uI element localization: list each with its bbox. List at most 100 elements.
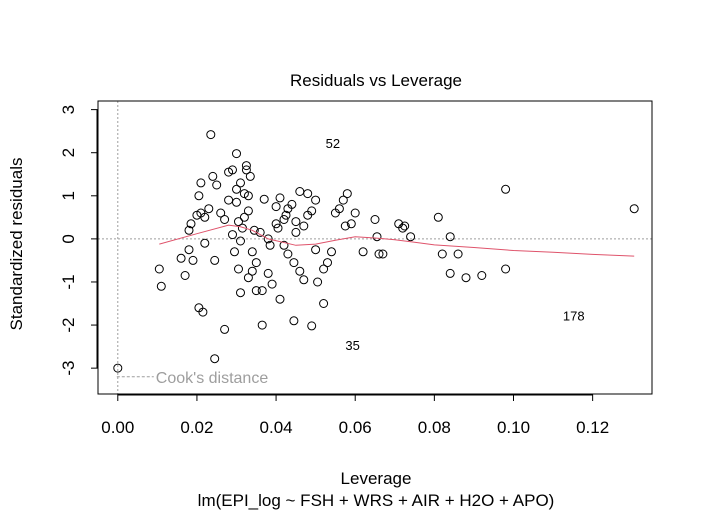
data-point [196,178,206,188]
data-point [265,240,275,250]
data-point [358,247,368,257]
data-point [228,230,237,240]
smoother-line [159,224,635,257]
y-tick-label: 0 [59,234,78,243]
data-point [346,219,356,229]
data-point [340,221,350,231]
data-point [212,180,222,190]
data-point [184,225,194,235]
data-point [283,249,293,259]
data-point [287,199,297,209]
data-point [198,307,208,317]
y-tick-label: 1 [59,191,78,200]
data-point [249,225,259,235]
data-point [295,266,305,276]
data-point [204,204,214,214]
data-point [311,195,321,205]
x-tick-label: 0.00 [101,418,134,437]
data-point [236,288,245,298]
x-tick-label: 0.04 [260,418,293,437]
data-point [303,189,313,199]
data-point [230,247,239,257]
data-point [291,217,301,227]
data-point [232,184,241,194]
data-point [176,253,186,263]
data-point [477,271,487,280]
data-point [263,234,273,244]
data-point [241,161,251,171]
y-tick-label: 3 [59,105,78,114]
x-axis: 0.00 0.02 0.04 0.06 0.08 0.10 0.12 [101,394,609,437]
data-point [236,236,245,246]
data-point [251,286,261,296]
data-point [251,258,261,268]
data-point [184,245,194,255]
x-axis-label: Leverage [341,469,412,488]
data-point [234,217,243,227]
x-tick-label: 0.10 [497,418,530,437]
data-point [406,232,416,242]
data-point [338,195,348,205]
data-point [295,187,305,196]
data-point [299,221,309,231]
cooks-distance-legend-label: Cook's distance [156,370,269,387]
data-point [372,232,382,242]
data-point [186,219,196,229]
data-point [374,249,384,259]
data-point [398,223,408,233]
data-point [445,268,455,278]
data-point [501,264,511,274]
data-point [216,208,226,218]
data-point [400,221,410,231]
data-point [307,206,317,216]
y-tick-label: -2 [59,318,78,333]
data-point [220,324,230,334]
data-point [156,281,166,291]
x-tick-label: 0.06 [339,418,372,437]
data-point [370,215,380,224]
data-point [445,232,455,242]
data-point [327,247,336,257]
data-point [257,320,267,330]
data-point [247,266,257,276]
data-point [319,264,329,274]
data-point [113,363,123,373]
x-tick-label: 0.02 [180,418,213,437]
data-point [378,249,388,259]
x-tick-label: 0.12 [576,418,609,437]
data-point [188,255,198,265]
data-point [350,208,360,218]
data-point [239,212,249,222]
data-point [228,165,237,175]
data-point [313,277,323,287]
data-point [200,212,210,222]
data-point [289,258,299,268]
data-point [299,275,309,285]
data-point [271,219,281,229]
data-point [200,238,210,248]
data-point [267,279,277,289]
data-point [275,193,285,203]
data-point [334,204,344,214]
data-point [311,245,321,255]
data-point [275,294,285,304]
data-point [208,171,218,181]
data-point [263,268,273,278]
data-point [224,195,234,205]
data-point [437,249,447,259]
y-axis-label: Standardized residuals [7,158,26,331]
data-point [271,202,281,212]
data-point [232,149,241,159]
data-point [232,197,241,207]
data-point [291,227,301,237]
data-point [154,264,164,274]
data-point [243,206,253,216]
data-point [323,258,332,268]
point-label: 52 [326,136,340,151]
data-point [247,247,257,257]
data-point [243,273,253,283]
data-point [279,215,289,224]
data-point [220,215,230,224]
data-point [245,171,255,181]
